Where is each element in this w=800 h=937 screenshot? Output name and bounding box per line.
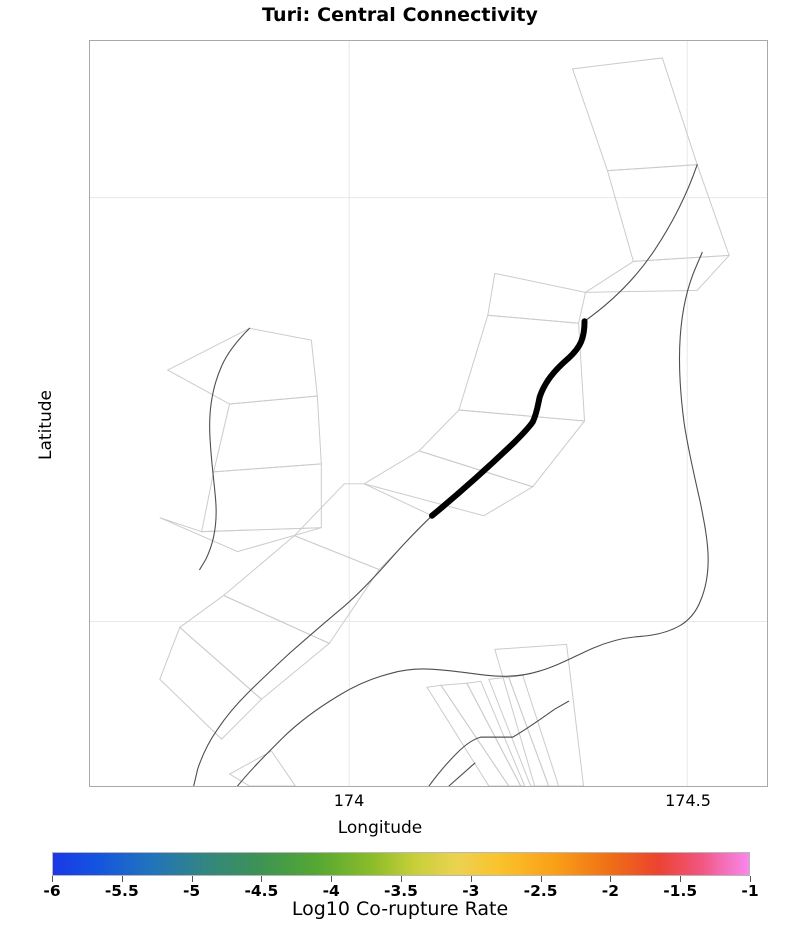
map-axes[interactable] <box>89 40 768 787</box>
x-axis-label: Longitude <box>337 818 423 838</box>
fault-traces <box>193 164 709 786</box>
colorbar-tick <box>331 876 333 882</box>
map-canvas <box>90 41 767 786</box>
colorbar-tick-label: -2.5 <box>523 882 558 900</box>
colorbar-tick <box>261 876 263 882</box>
colorbar-tick <box>121 876 123 882</box>
colorbar-title: Log10 Co-rupture Rate <box>291 898 509 920</box>
y-axis-label: Latitude <box>36 390 56 460</box>
colorbar-gradient <box>52 852 750 876</box>
xtick-label: 174 <box>333 791 365 810</box>
colorbar-tick <box>470 876 472 882</box>
gridlines <box>90 41 767 786</box>
colorbar-tick-label: -5.5 <box>104 882 139 900</box>
colorbar-tick <box>680 876 682 882</box>
colorbar-tick <box>540 876 542 882</box>
colorbar-tick <box>52 876 53 882</box>
colorbar-tick <box>401 876 402 882</box>
colorbar-tick-label: -3 <box>462 882 480 900</box>
colorbar-tick <box>610 876 612 882</box>
colorbar[interactable]: -6 -5.5 -5 -4.5 -4 -3.5 -3 -2.5 -2 -1.5 -1 <box>43 852 759 900</box>
colorbar-tick-label: -1.5 <box>663 882 698 900</box>
colorbar-tick <box>750 876 751 882</box>
colorbar-tick-label: -1 <box>741 882 759 900</box>
colorbar-tick-label: -5 <box>182 882 201 900</box>
colorbar-tick-label: -4 <box>322 882 340 900</box>
colorbar-tick-label: -2 <box>601 882 619 900</box>
highlighted-source-trace <box>428 318 588 519</box>
colorbar-tick-label: -4.5 <box>244 882 279 900</box>
xtick-label: 174.5 <box>665 791 711 810</box>
fault-surface-projections <box>159 57 731 786</box>
colorbar-tick-label: -3.5 <box>384 882 418 900</box>
colorbar-tick-label: -6 <box>43 882 61 900</box>
page-title: Turi: Central Connectivity <box>261 4 538 26</box>
colorbar-tick <box>191 876 193 882</box>
